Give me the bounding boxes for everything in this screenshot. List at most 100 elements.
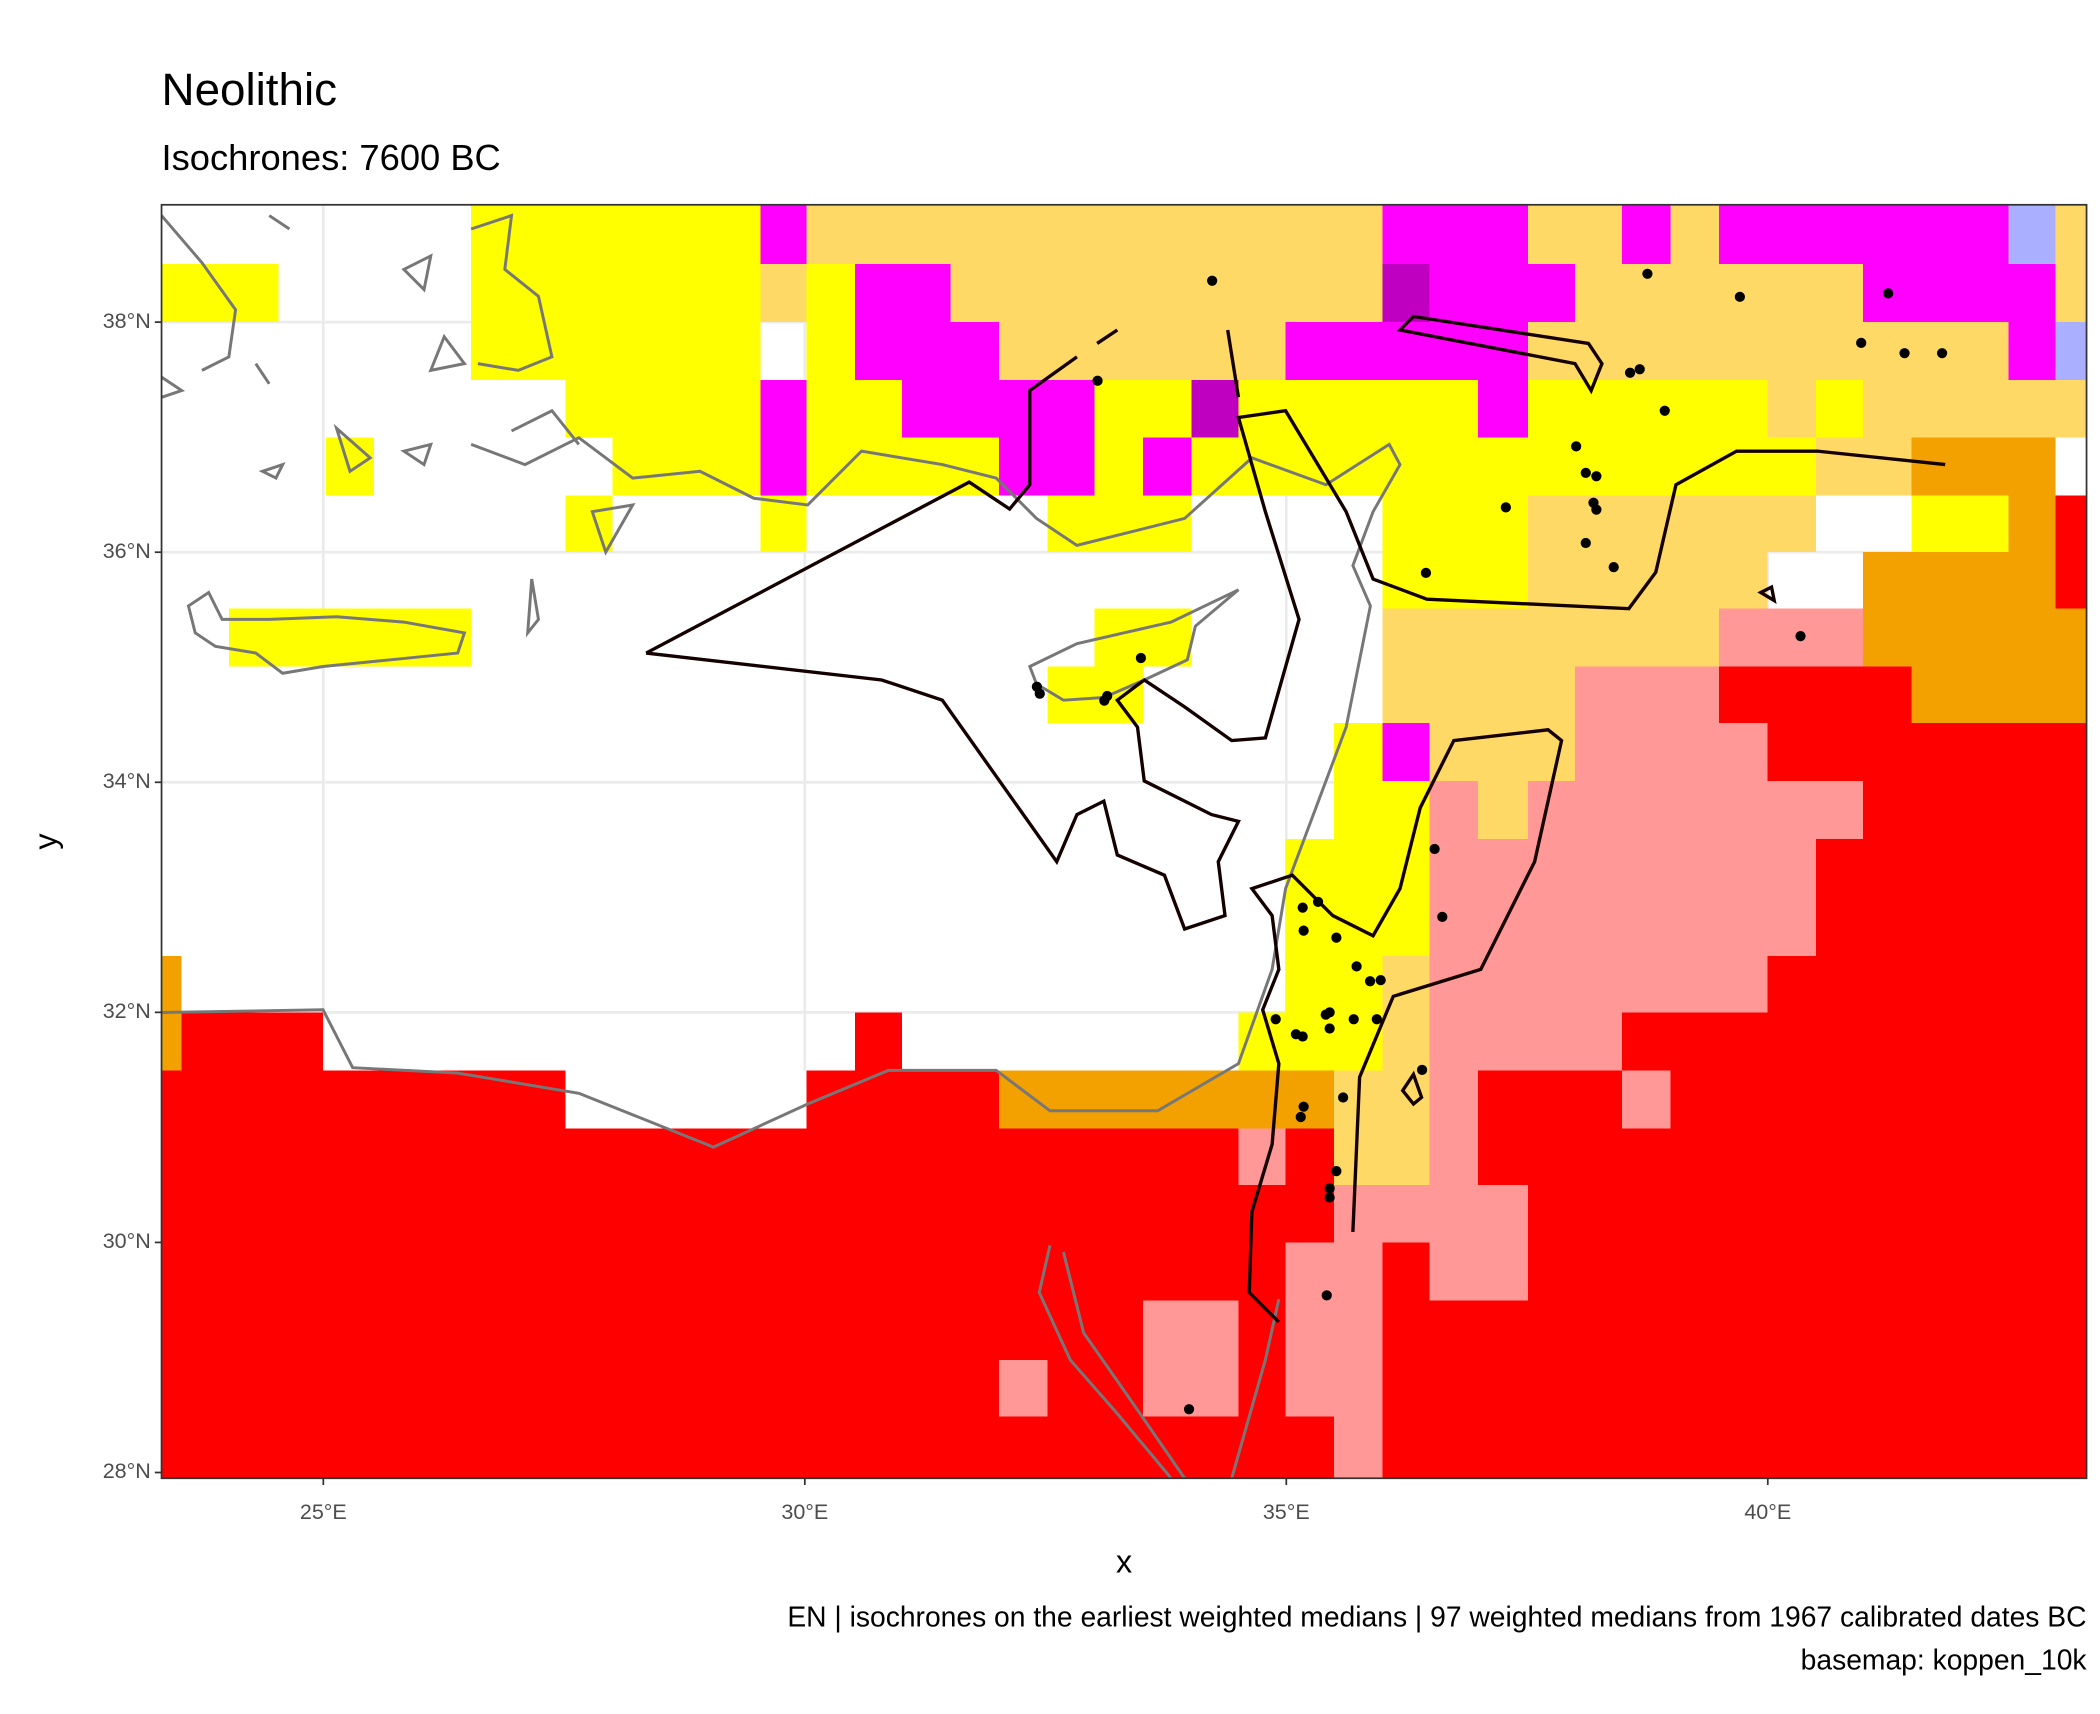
site-point (1624, 367, 1636, 378)
raster-cell (565, 1070, 807, 1129)
raster-cell (1815, 379, 1864, 438)
isochrone (1226, 329, 1241, 398)
site-point (1364, 976, 1376, 987)
raster-cell (161, 264, 279, 322)
y-tick-label: 34°N (103, 769, 151, 793)
title: Neolithic (162, 64, 337, 115)
raster-cell (760, 379, 807, 496)
raster-cell (1911, 495, 2009, 553)
site-point (1207, 275, 1218, 286)
site-point (1348, 1014, 1359, 1025)
raster-cell (1622, 204, 1671, 265)
raster-region (1382, 666, 2087, 1479)
site-point (1338, 1092, 1349, 1103)
coastline (1037, 1245, 1186, 1479)
site-point (1331, 932, 1342, 943)
panel-border (160, 203, 2088, 1480)
site-point (1416, 1064, 1428, 1075)
isochrone (645, 328, 1946, 932)
coastline (186, 590, 467, 675)
raster-cell (854, 1012, 902, 1071)
subtitle: Isochrones: 7600 BC (162, 137, 501, 178)
raster-cell (1622, 1070, 1671, 1129)
site-point (1375, 975, 1386, 986)
site-point (1571, 441, 1582, 452)
y-tick-label: 28°N (103, 1459, 151, 1483)
site-point (1270, 1014, 1281, 1025)
site-point (1092, 375, 1103, 386)
raster-cell (1142, 1300, 1239, 1417)
raster-cell (1622, 1012, 1671, 1071)
site-point (1642, 268, 1653, 279)
site-point (1591, 504, 1602, 515)
raster-cell (1191, 379, 1239, 438)
site-point (1899, 348, 1910, 359)
site-point (1608, 562, 1619, 573)
raster-region (854, 264, 1095, 496)
site-point (1659, 405, 1670, 416)
site-point (1324, 1183, 1335, 1194)
site-point (1936, 348, 1948, 359)
site-point (1351, 961, 1362, 972)
caption-line: EN | isochrones on the earliest weighted… (787, 1600, 2086, 1632)
raster-cell (806, 264, 855, 496)
site-point (1297, 1031, 1308, 1042)
coastline (161, 213, 636, 638)
x-tick-label: 25°E (300, 1500, 347, 1524)
x-tick-label: 40°E (1744, 1500, 1791, 1524)
site-point (1297, 902, 1308, 913)
site-point (1298, 1101, 1309, 1112)
raster (161, 204, 2087, 1479)
site-point (1580, 537, 1591, 549)
site-point (1324, 1192, 1335, 1203)
coastline (1027, 588, 1240, 702)
site-point (1295, 1111, 1306, 1123)
y-tick-label: 30°N (103, 1229, 151, 1253)
points (1031, 268, 1948, 1415)
site-point (1099, 695, 1110, 706)
site-point (1183, 1404, 1195, 1415)
raster-region (1285, 1184, 1383, 1479)
raster-cell (181, 1012, 324, 1071)
raster-cell (998, 1359, 1048, 1417)
caption-line: basemap: koppen_10k (1801, 1643, 2088, 1675)
site-point (1795, 631, 1806, 642)
raster-region (1382, 437, 1912, 839)
site-point (1634, 364, 1645, 375)
y-tick-label: 38°N (103, 309, 151, 333)
isochrone (1247, 728, 1564, 1324)
raster-cell (760, 264, 807, 322)
x-tick-label: 30°E (781, 1500, 828, 1524)
raster-cell (2055, 495, 2087, 609)
raster-cell (1719, 608, 1768, 667)
site-point (1034, 688, 1045, 699)
raster-cell (565, 495, 613, 553)
site-point (1734, 291, 1745, 302)
y-tick-label: 36°N (103, 539, 151, 563)
isochrone (1396, 314, 1604, 395)
x-tick-label: 35°E (1263, 1500, 1310, 1524)
raster-region (998, 1070, 1335, 1129)
isochrones (645, 314, 1946, 1324)
site-point (1321, 1290, 1332, 1301)
raster-cell (1382, 723, 1430, 781)
site-point (1371, 1014, 1382, 1025)
y-tick-label: 32°N (103, 999, 151, 1023)
raster-cell (2055, 321, 2087, 380)
x-axis-title: x (1116, 1543, 1132, 1579)
raster-cell (1382, 1184, 1430, 1243)
isochrone (1400, 584, 1777, 1107)
coastline (161, 435, 1402, 1149)
site-point (1883, 288, 1894, 299)
site-point (1135, 652, 1147, 664)
site-point (1437, 911, 1448, 922)
raster-cell (2008, 204, 2056, 265)
site-point (1429, 843, 1440, 855)
site-point (1591, 471, 1602, 482)
axes: 25°E 30°E 35°E 40°E 28°N 30°N 32°N 34°N 36°N 38°N (103, 309, 1792, 1524)
site-point (1312, 896, 1324, 908)
site-point (1324, 1023, 1335, 1034)
site-point (1500, 502, 1511, 513)
site-point (1331, 1165, 1342, 1177)
site-point (1580, 467, 1591, 478)
